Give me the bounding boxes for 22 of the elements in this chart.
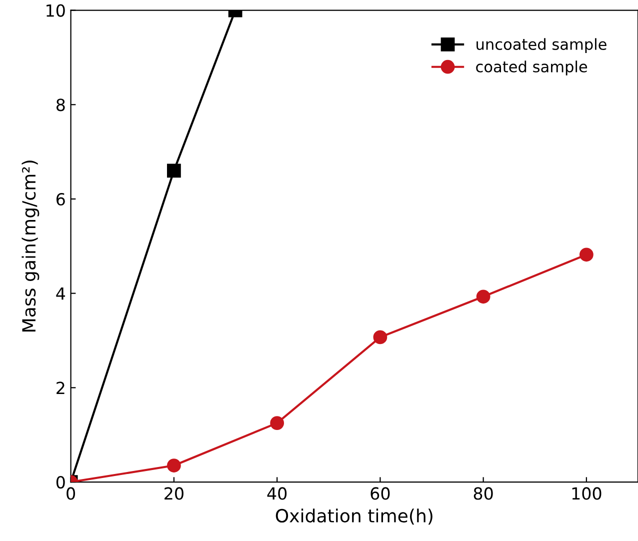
x-tick-label: 60 xyxy=(370,487,390,500)
point xyxy=(476,290,490,304)
y-tick-label: 6 xyxy=(56,192,65,206)
y-tick-label: 10 xyxy=(46,4,65,17)
legend-label: uncoated sample xyxy=(476,38,606,53)
point xyxy=(373,330,388,344)
x-tick-label: 80 xyxy=(474,487,493,500)
point xyxy=(579,248,594,262)
y-tick-label: 0 xyxy=(56,476,65,489)
x-tick-label: 20 xyxy=(164,487,184,500)
point xyxy=(166,458,181,472)
y-tick-label: 2 xyxy=(56,382,64,394)
y-tick-label: 8 xyxy=(56,98,65,112)
legend-label: coated sample xyxy=(476,60,588,76)
y-axis-title: Mass gain(mg/cm²) xyxy=(22,160,40,332)
point xyxy=(270,416,284,430)
x-tick-label: 100 xyxy=(572,487,602,500)
point xyxy=(166,164,181,178)
x-axis-title: Oxidation time(h) xyxy=(276,508,432,525)
x-tick-label: 40 xyxy=(267,487,287,500)
y-tick-label: 4 xyxy=(56,288,66,300)
x-tick-label: 0 xyxy=(66,487,76,500)
